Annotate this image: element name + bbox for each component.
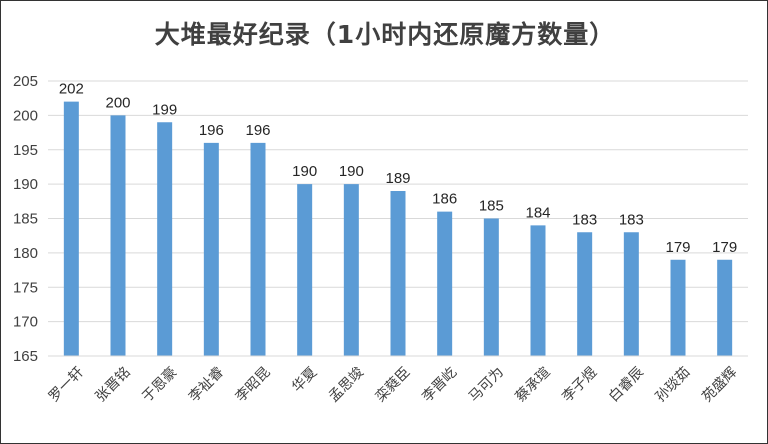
y-tick-label: 165 (13, 348, 38, 365)
x-tick-label: 白睿辰 (606, 364, 647, 405)
bar (390, 191, 406, 356)
x-tick-label: 蔡承瑄 (513, 364, 554, 405)
bar (670, 259, 686, 356)
data-label: 196 (199, 122, 224, 139)
data-label: 183 (619, 211, 644, 228)
x-tick-label: 苑盛辉 (699, 364, 740, 405)
bar (157, 122, 173, 356)
data-label: 202 (59, 81, 84, 98)
x-tick-label: 李昭昆 (233, 364, 274, 405)
y-tick-label: 205 (13, 73, 38, 90)
bar (623, 232, 639, 356)
x-tick-label: 李祉睿 (186, 364, 227, 405)
x-tick-label: 马可为 (466, 364, 507, 405)
data-label: 190 (292, 163, 317, 180)
data-label: 185 (479, 198, 504, 215)
x-tick-label: 孟思竣 (326, 364, 367, 405)
data-label: 179 (712, 239, 737, 256)
data-label: 184 (525, 204, 550, 221)
data-label: 186 (432, 191, 457, 208)
y-tick-label: 175 (13, 279, 38, 296)
x-tick-label: 张晋铭 (93, 364, 134, 405)
x-tick-label: 于恩豪 (139, 364, 180, 405)
bar (297, 184, 313, 356)
x-tick-label: 孙琰茹 (652, 364, 694, 406)
bar (110, 115, 126, 356)
y-tick-label: 185 (13, 211, 38, 228)
bar (203, 142, 219, 356)
x-tick-label: 栾蕤臣 (372, 364, 414, 406)
data-label: 196 (245, 122, 270, 139)
y-tick-label: 200 (13, 107, 38, 124)
bar (577, 232, 593, 356)
y-tick-label: 180 (13, 245, 38, 262)
y-tick-label: 195 (13, 142, 38, 159)
data-label: 200 (105, 94, 130, 111)
bar (717, 259, 733, 356)
data-label: 190 (339, 163, 364, 180)
data-label: 189 (385, 170, 410, 187)
x-tick-label: 李子煜 (559, 364, 600, 405)
data-label: 179 (665, 239, 690, 256)
y-tick-label: 190 (13, 176, 38, 193)
x-tick-label: 李晋屹 (419, 364, 460, 405)
bar (437, 211, 453, 356)
x-tick-label: 华夏 (289, 364, 320, 395)
bar (250, 142, 266, 356)
bar (530, 225, 546, 356)
bar (63, 101, 79, 356)
data-label: 199 (152, 101, 177, 118)
bar (483, 218, 499, 356)
data-label: 183 (572, 211, 597, 228)
x-tick-label: 罗一轩 (46, 364, 87, 405)
bar (343, 184, 359, 356)
y-tick-label: 170 (13, 314, 38, 331)
chart-title: 大堆最好纪录（1小时内还原魔方数量） (154, 20, 616, 49)
